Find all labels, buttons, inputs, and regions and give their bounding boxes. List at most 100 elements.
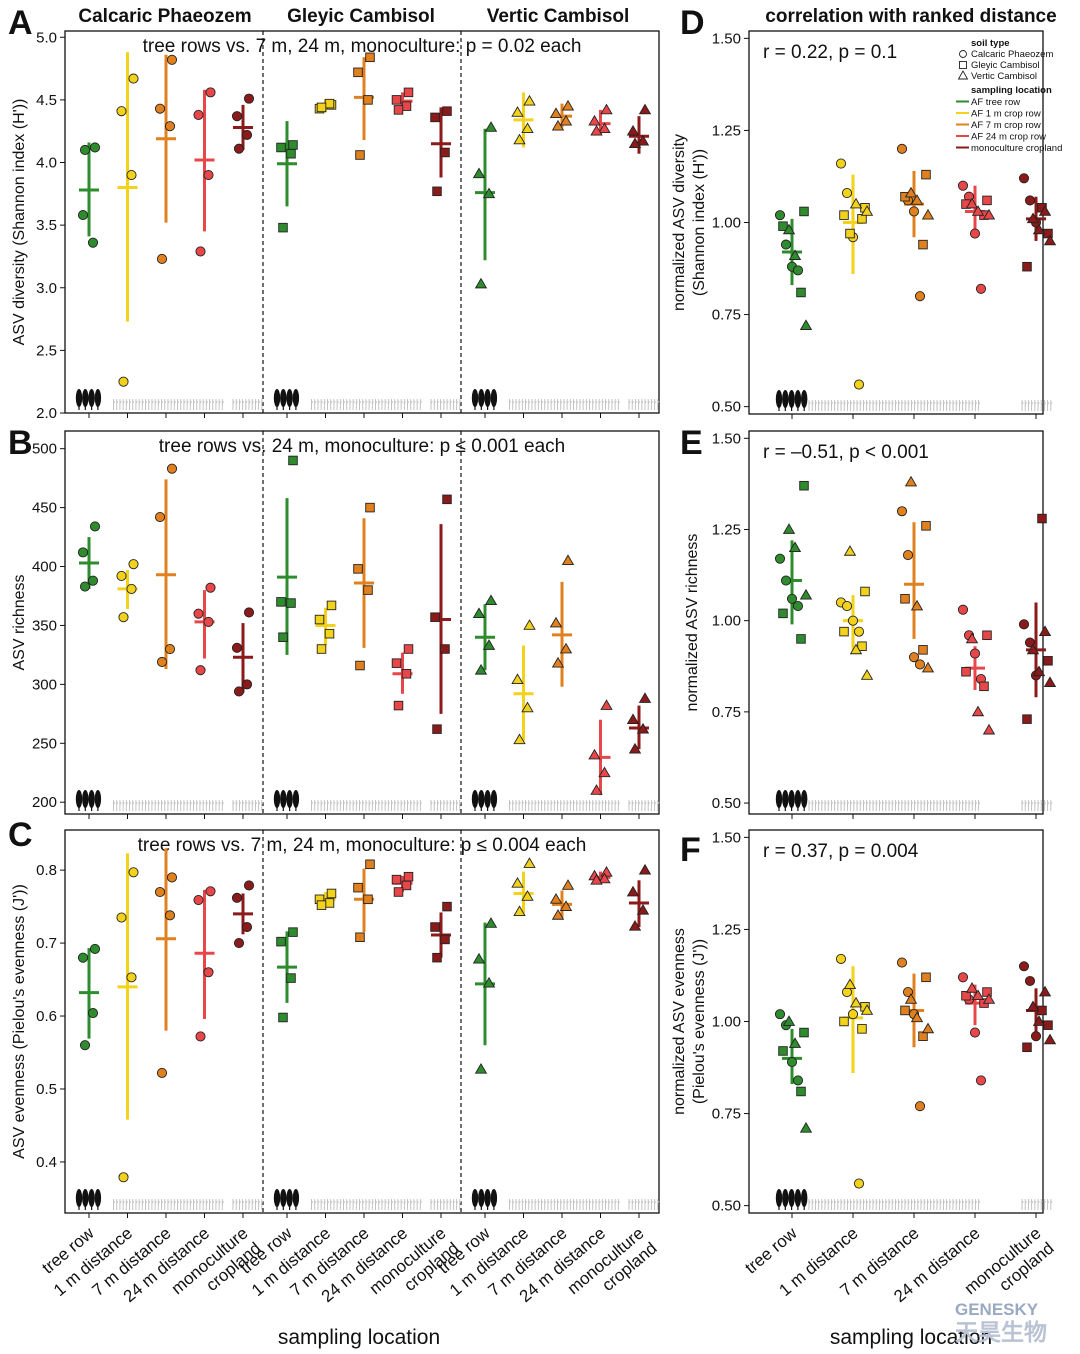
crop-field-icon [202, 400, 205, 405]
data-point [628, 920, 642, 931]
crop-field-icon [914, 801, 917, 806]
crop-field-icon [875, 401, 878, 406]
crop-field-icon [888, 801, 891, 806]
data-point [600, 699, 613, 710]
crop-field-icon [317, 801, 320, 806]
data-point [156, 656, 168, 668]
crop-field-icon [901, 401, 904, 406]
panel-d: 0.50 0.75 1.00 1.25 1.50 normalized ASV diver… [671, 30, 1062, 419]
data-point [513, 133, 526, 145]
data-point [278, 632, 288, 642]
tree-row-icon [82, 389, 89, 407]
crop-field-icon [866, 801, 869, 806]
crop-field-icon [978, 401, 981, 406]
data-point [857, 641, 867, 651]
crop-field-icon [320, 801, 323, 806]
tree-row-icon [75, 1189, 83, 1207]
crop-field-icon [248, 1200, 251, 1205]
data-point [278, 1012, 288, 1023]
crop-field-icon [311, 400, 314, 405]
crop-field-icon [141, 801, 144, 806]
tree-row-icon [286, 1189, 293, 1207]
plot-frame [64, 829, 660, 1214]
crop-field-icon [866, 401, 869, 406]
crop-field-icon [521, 801, 524, 806]
crop-field-icon [239, 801, 242, 806]
y-tick-label: 1.50 [712, 30, 741, 47]
crop-field-icon [595, 400, 598, 405]
tree-row-icon [801, 790, 808, 808]
crop-field-icon [202, 1200, 205, 1205]
data-point [780, 239, 792, 250]
panel-label-b: B [8, 424, 33, 462]
tree-row-icon [490, 389, 498, 407]
crop-field-icon [1040, 801, 1043, 806]
tree-row-icon [282, 807, 284, 811]
tree-row-icon [474, 406, 476, 410]
data-point [278, 222, 288, 233]
crop-field-icon [397, 1200, 400, 1205]
crop-field-icon [534, 400, 537, 405]
data-point [116, 106, 127, 117]
crop-field-icon [196, 801, 199, 806]
data-point [839, 210, 849, 220]
crop-field-icon [965, 1200, 968, 1205]
crop-field-icon [119, 400, 122, 405]
crop-field-icon [962, 801, 965, 806]
crop-field-icon [456, 1200, 459, 1205]
crop-field-icon [177, 400, 180, 405]
panel-label-c: C [8, 816, 33, 854]
crop-field-icon [239, 400, 242, 405]
y-axis-label: ASV diversity (Shannon index (H')) [11, 99, 28, 346]
crop-field-icon [837, 801, 840, 806]
data-point [799, 319, 813, 330]
data-point [233, 686, 245, 697]
data-point [205, 886, 216, 897]
crop-field-icon [375, 801, 378, 806]
data-point [908, 206, 920, 217]
significance-note: tree rows vs. 7 m, 24 m, monoculture: p … [138, 835, 587, 856]
data-point [77, 210, 89, 221]
data-point [326, 600, 337, 611]
crop-field-icon [949, 401, 952, 406]
crop-field-icon [933, 1200, 936, 1205]
y-tick-label: 2.5 [36, 342, 57, 359]
crop-field-icon [129, 1200, 132, 1205]
crop-field-icon [183, 801, 186, 806]
data-point [799, 480, 809, 491]
crop-field-icon [397, 400, 400, 405]
crop-field-icon [242, 801, 245, 806]
crop-field-icon [933, 401, 936, 406]
crop-field-icon [879, 401, 882, 406]
crop-field-icon [218, 1200, 221, 1205]
data-point [523, 619, 536, 630]
crop-field-icon [863, 1200, 866, 1205]
crop-field-icon [387, 400, 390, 405]
crop-field-icon [1031, 401, 1034, 406]
crop-field-icon [598, 400, 601, 405]
data-point [513, 905, 526, 917]
data-point [910, 194, 924, 205]
tree-row-icon [484, 1189, 491, 1207]
data-point [365, 502, 375, 513]
watermark-chinese: 天昊生物 [955, 1319, 1047, 1345]
data-point [523, 857, 536, 868]
data-point [484, 917, 498, 928]
crop-field-icon [811, 1200, 814, 1205]
tree-row-icon [775, 390, 783, 408]
crop-field-icon [891, 1200, 894, 1205]
crop-field-icon [148, 400, 151, 405]
crop-field-icon [592, 400, 595, 405]
crop-field-icon [518, 1200, 521, 1205]
panel-a: 2.0 2.5 3.0 3.5 4.0 4.5 5.0 ASV diversity (Shan… [11, 29, 660, 422]
crop-field-icon [589, 801, 592, 806]
crop-field-icon [384, 1200, 387, 1205]
crop-field-icon [952, 801, 955, 806]
crop-field-icon [821, 1200, 824, 1205]
data-point [782, 223, 796, 235]
crop-field-icon [537, 400, 540, 405]
crop-field-icon [885, 401, 888, 406]
tree-row-icon [282, 406, 284, 410]
crop-field-icon [314, 801, 317, 806]
crop-field-icon [242, 1200, 245, 1205]
